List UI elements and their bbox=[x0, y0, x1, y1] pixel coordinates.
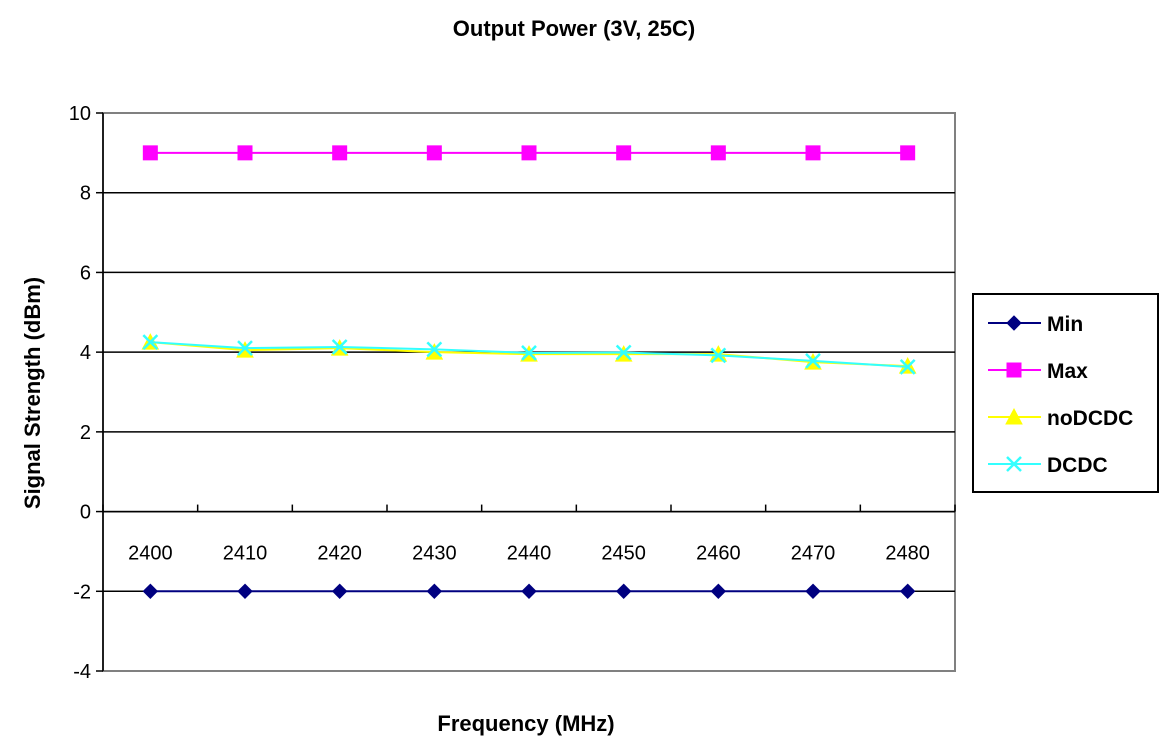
series-DCDC bbox=[142, 334, 916, 375]
data-point-Min bbox=[710, 583, 727, 599]
x-tick-label: 2480 bbox=[885, 543, 930, 565]
gridlines bbox=[103, 191, 955, 593]
data-point-Max bbox=[616, 145, 632, 161]
legend-swatch-marker bbox=[1005, 407, 1023, 425]
data-point-DCDC bbox=[615, 344, 632, 361]
x-tick-label: 2470 bbox=[791, 543, 836, 565]
data-point-Max bbox=[237, 145, 253, 161]
series-Max bbox=[142, 145, 916, 161]
data-point-DCDC bbox=[805, 353, 821, 369]
point-stroke bbox=[805, 353, 821, 369]
legend-swatch-marker bbox=[1006, 362, 1022, 378]
data-point-Min bbox=[237, 583, 253, 599]
legend-swatch-marker bbox=[1006, 456, 1022, 472]
y-axis-title: Signal Strength (dBm) bbox=[20, 277, 45, 509]
data-point-Max bbox=[142, 145, 158, 161]
legend-label-DCDC: DCDC bbox=[1047, 454, 1108, 477]
legend-label-Min: Min bbox=[1047, 313, 1083, 336]
point-stroke bbox=[615, 344, 632, 361]
legend-item-noDCDC: noDCDC bbox=[988, 407, 1133, 430]
data-point-DCDC bbox=[142, 334, 159, 351]
point-stroke bbox=[1006, 456, 1022, 472]
x-tick-label: 2430 bbox=[412, 543, 457, 565]
y-tick-label: 10 bbox=[69, 103, 91, 125]
y-tick-label: 6 bbox=[80, 262, 91, 284]
x-tick-label: 2400 bbox=[128, 543, 173, 565]
x-tick-label: 2450 bbox=[601, 543, 646, 565]
x-tick-label: 2460 bbox=[696, 543, 741, 565]
data-point-DCDC bbox=[710, 347, 727, 364]
point-stroke bbox=[426, 341, 443, 358]
data-point-Max bbox=[426, 145, 442, 161]
point-stroke bbox=[899, 359, 916, 375]
data-point-Min bbox=[142, 583, 159, 599]
y-tick-label: -4 bbox=[73, 661, 91, 683]
legend-item-Max: Max bbox=[988, 360, 1088, 383]
point-stroke bbox=[237, 340, 253, 357]
data-point-DCDC bbox=[331, 339, 348, 355]
data-point-Max bbox=[332, 145, 348, 161]
data-point-Max bbox=[521, 145, 537, 161]
data-point-DCDC bbox=[521, 345, 537, 361]
point-stroke bbox=[331, 339, 348, 355]
y-axis: -4 -2 0 2 4 6 8 10 bbox=[69, 103, 104, 683]
x-tick-label: 2420 bbox=[317, 543, 362, 565]
data-point-Min bbox=[331, 583, 348, 599]
data-point-Max bbox=[805, 145, 821, 161]
data-point-Min bbox=[426, 583, 443, 599]
x-axis: 2400 2410 2420 2430 2440 2450 2460 2470 2480 bbox=[102, 504, 956, 565]
y-tick-label: 8 bbox=[80, 183, 91, 205]
data-point-Min bbox=[615, 583, 632, 599]
legend-box bbox=[972, 293, 1159, 493]
legend-swatch-marker bbox=[1006, 315, 1022, 331]
data-point-Max bbox=[710, 145, 726, 161]
y-tick-label: 4 bbox=[80, 342, 91, 364]
x-tick-label: 2410 bbox=[223, 543, 268, 565]
data-point-DCDC bbox=[426, 341, 443, 358]
series-layer bbox=[141, 145, 917, 599]
legend-label-noDCDC: noDCDC bbox=[1047, 407, 1133, 430]
series-Min bbox=[142, 583, 916, 599]
legend-item-DCDC: DCDC bbox=[988, 454, 1108, 477]
data-point-DCDC bbox=[899, 359, 916, 375]
x-axis-title: Frequency (MHz) bbox=[437, 711, 614, 736]
data-point-Max bbox=[900, 145, 916, 161]
data-point-Min bbox=[805, 583, 821, 599]
point-stroke bbox=[710, 347, 727, 364]
y-tick-label: -2 bbox=[73, 581, 91, 603]
y-tick-label: 2 bbox=[80, 422, 91, 444]
x-tick-label: 2440 bbox=[507, 543, 552, 565]
data-point-DCDC bbox=[237, 340, 253, 357]
chart-title: Output Power (3V, 25C) bbox=[453, 16, 695, 41]
data-point-Min bbox=[899, 583, 916, 599]
legend-label-Max: Max bbox=[1047, 360, 1088, 383]
y-tick-label: 0 bbox=[80, 502, 91, 524]
point-stroke bbox=[142, 334, 159, 351]
legend-item-Min: Min bbox=[988, 313, 1083, 336]
point-stroke bbox=[521, 345, 537, 361]
legend: Min Max noDCDC DCDC bbox=[972, 293, 1159, 493]
data-point-Min bbox=[521, 583, 537, 599]
